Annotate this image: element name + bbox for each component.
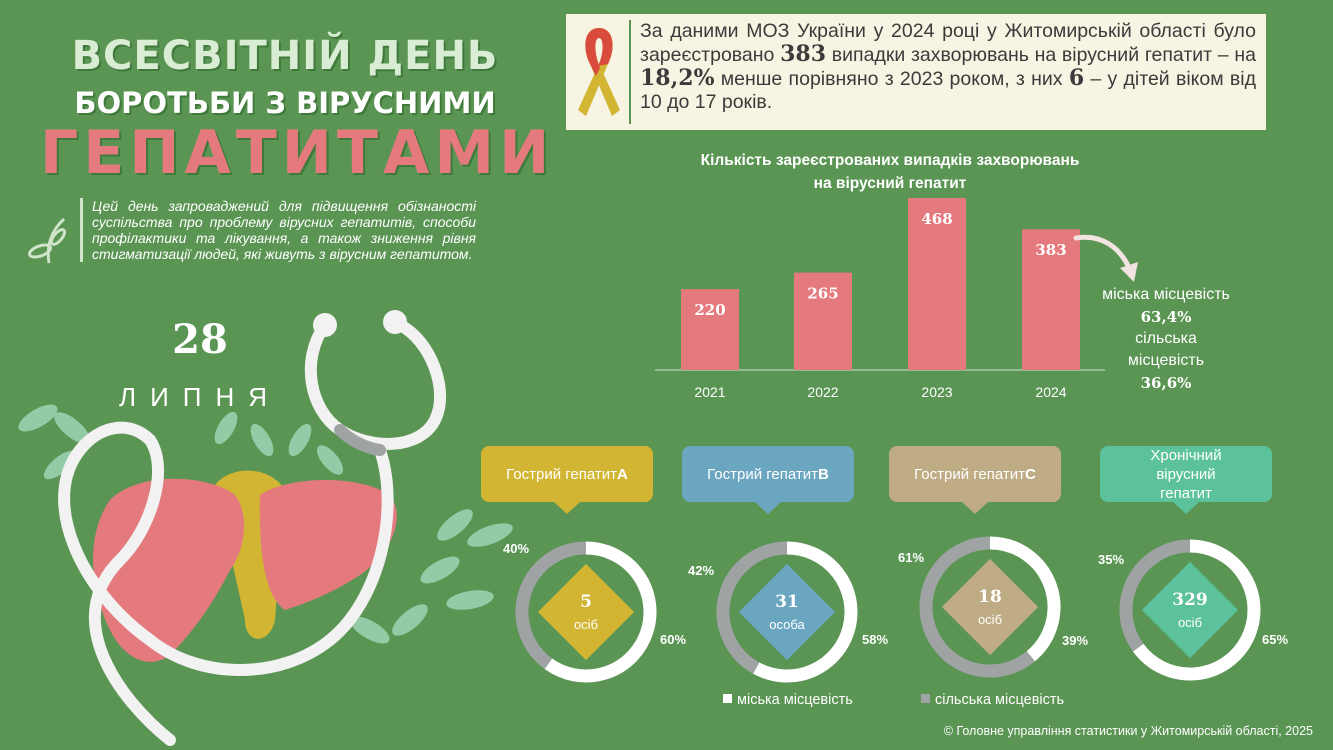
- donut-urban-pct: 58%: [862, 632, 889, 647]
- info-cases: 383: [780, 41, 827, 67]
- bar-chart-title: Кількість зареєстрованих випадків захвор…: [700, 152, 1080, 192]
- donut-center-diamond: [1141, 561, 1239, 659]
- donut-rural-pct: 42%: [688, 563, 715, 578]
- awareness-ribbon-icon: [578, 28, 620, 116]
- donut-segment-rural: [919, 536, 1035, 678]
- rural-label: сільська місцевість: [1127, 330, 1205, 369]
- donut-center-diamond: [738, 563, 836, 661]
- title-line-3: ГЕПАТИТАМИ: [40, 118, 555, 188]
- bar-value-label: 265: [807, 285, 838, 303]
- donut-chart-3: [919, 536, 1061, 678]
- date-month: ЛИПНЯ: [119, 382, 281, 412]
- donut-center-value: 31: [775, 592, 799, 612]
- donut-title-4: Хронічний вірусний гепатит: [1100, 446, 1272, 514]
- donut-center-unit: осіб: [1177, 615, 1203, 630]
- title-line-2: БОРОТЬБИ З ВІРУСНИМИ: [74, 86, 496, 120]
- donut-segment-rural: [515, 541, 587, 670]
- donut-rural-pct: 61%: [898, 550, 925, 565]
- bar-chart: 220 2021 265 2022 468 2023 383 2024: [655, 198, 1105, 400]
- donut-rural-pct: 40%: [503, 541, 530, 556]
- info-separator: [629, 20, 631, 124]
- leaf-icon: [28, 217, 67, 264]
- info-decrease: 18,2%: [640, 65, 715, 91]
- donut-segment-urban: [1132, 539, 1261, 681]
- date-day: 28: [172, 316, 228, 363]
- info-box: За даними МОЗ України у 2024 році у Жито…: [566, 14, 1266, 130]
- donut-title-3: Гострий гепатит C: [889, 446, 1061, 514]
- x-tick-label: 2023: [921, 384, 952, 400]
- legend-rural: сільська місцевість: [921, 692, 1064, 708]
- donut-segment-urban: [753, 541, 858, 683]
- bar-value-label: 220: [694, 301, 725, 319]
- donut-center-unit: осіб: [573, 617, 599, 632]
- donut-segment-urban: [544, 541, 657, 683]
- donut-chart-4: [1119, 539, 1261, 681]
- donut-segment-rural: [716, 541, 788, 674]
- donut-title-1: Гострий гепатит A: [481, 446, 653, 514]
- title-line-1: ВСЕСВІТНІЙ ДЕНЬ: [71, 33, 499, 79]
- donut-title-2: Гострий гепатит B: [682, 446, 854, 514]
- x-tick-label: 2021: [694, 384, 725, 400]
- bar-value-label: 468: [921, 210, 952, 228]
- donut-center-diamond: [941, 558, 1039, 656]
- info-children: 6: [1068, 65, 1085, 91]
- urban-value: 63,4%: [1140, 308, 1192, 326]
- donut-urban-pct: 65%: [1262, 632, 1289, 647]
- donut-rural-pct: 35%: [1098, 552, 1125, 567]
- liver-stethoscope-illustration: [18, 310, 513, 746]
- x-tick-label: 2022: [807, 384, 838, 400]
- donut-chart-2: [716, 541, 858, 683]
- info-text: За даними МОЗ України у 2024 році у Жито…: [640, 20, 1257, 113]
- donut-segment-urban: [989, 536, 1061, 662]
- legend-urban: міська місцевість: [723, 692, 853, 708]
- donut-center-unit: осіб: [977, 612, 1003, 627]
- urban-label: міська місцевість: [1102, 286, 1230, 303]
- donut-center-diamond: [537, 563, 635, 661]
- donut-urban-pct: 39%: [1062, 633, 1089, 648]
- area-breakdown: міська місцевість 63,4% сільська місцеві…: [1095, 284, 1237, 394]
- source-note: © Головне управління статистики у Житоми…: [943, 724, 1313, 738]
- donut-center-value: 18: [978, 587, 1002, 607]
- x-tick-label: 2024: [1035, 384, 1066, 400]
- donut-center-value: 329: [1172, 590, 1208, 610]
- donut-center-value: 5: [580, 592, 592, 612]
- bar-2022: [794, 272, 852, 370]
- donut-segment-rural: [1119, 539, 1191, 652]
- donut-center-unit: особа: [769, 617, 805, 632]
- bar-2023: [908, 198, 966, 370]
- intro-text: Цей день запроваджений для підвищення об…: [80, 198, 476, 262]
- donut-urban-pct: 60%: [660, 632, 687, 647]
- rural-value: 36,6%: [1140, 374, 1192, 392]
- curve-arrow-icon: [1073, 234, 1138, 282]
- bar-value-label: 383: [1035, 241, 1066, 259]
- bar-2024: [1022, 229, 1080, 370]
- bar-2021: [681, 289, 739, 370]
- donut-chart-1: [515, 541, 657, 683]
